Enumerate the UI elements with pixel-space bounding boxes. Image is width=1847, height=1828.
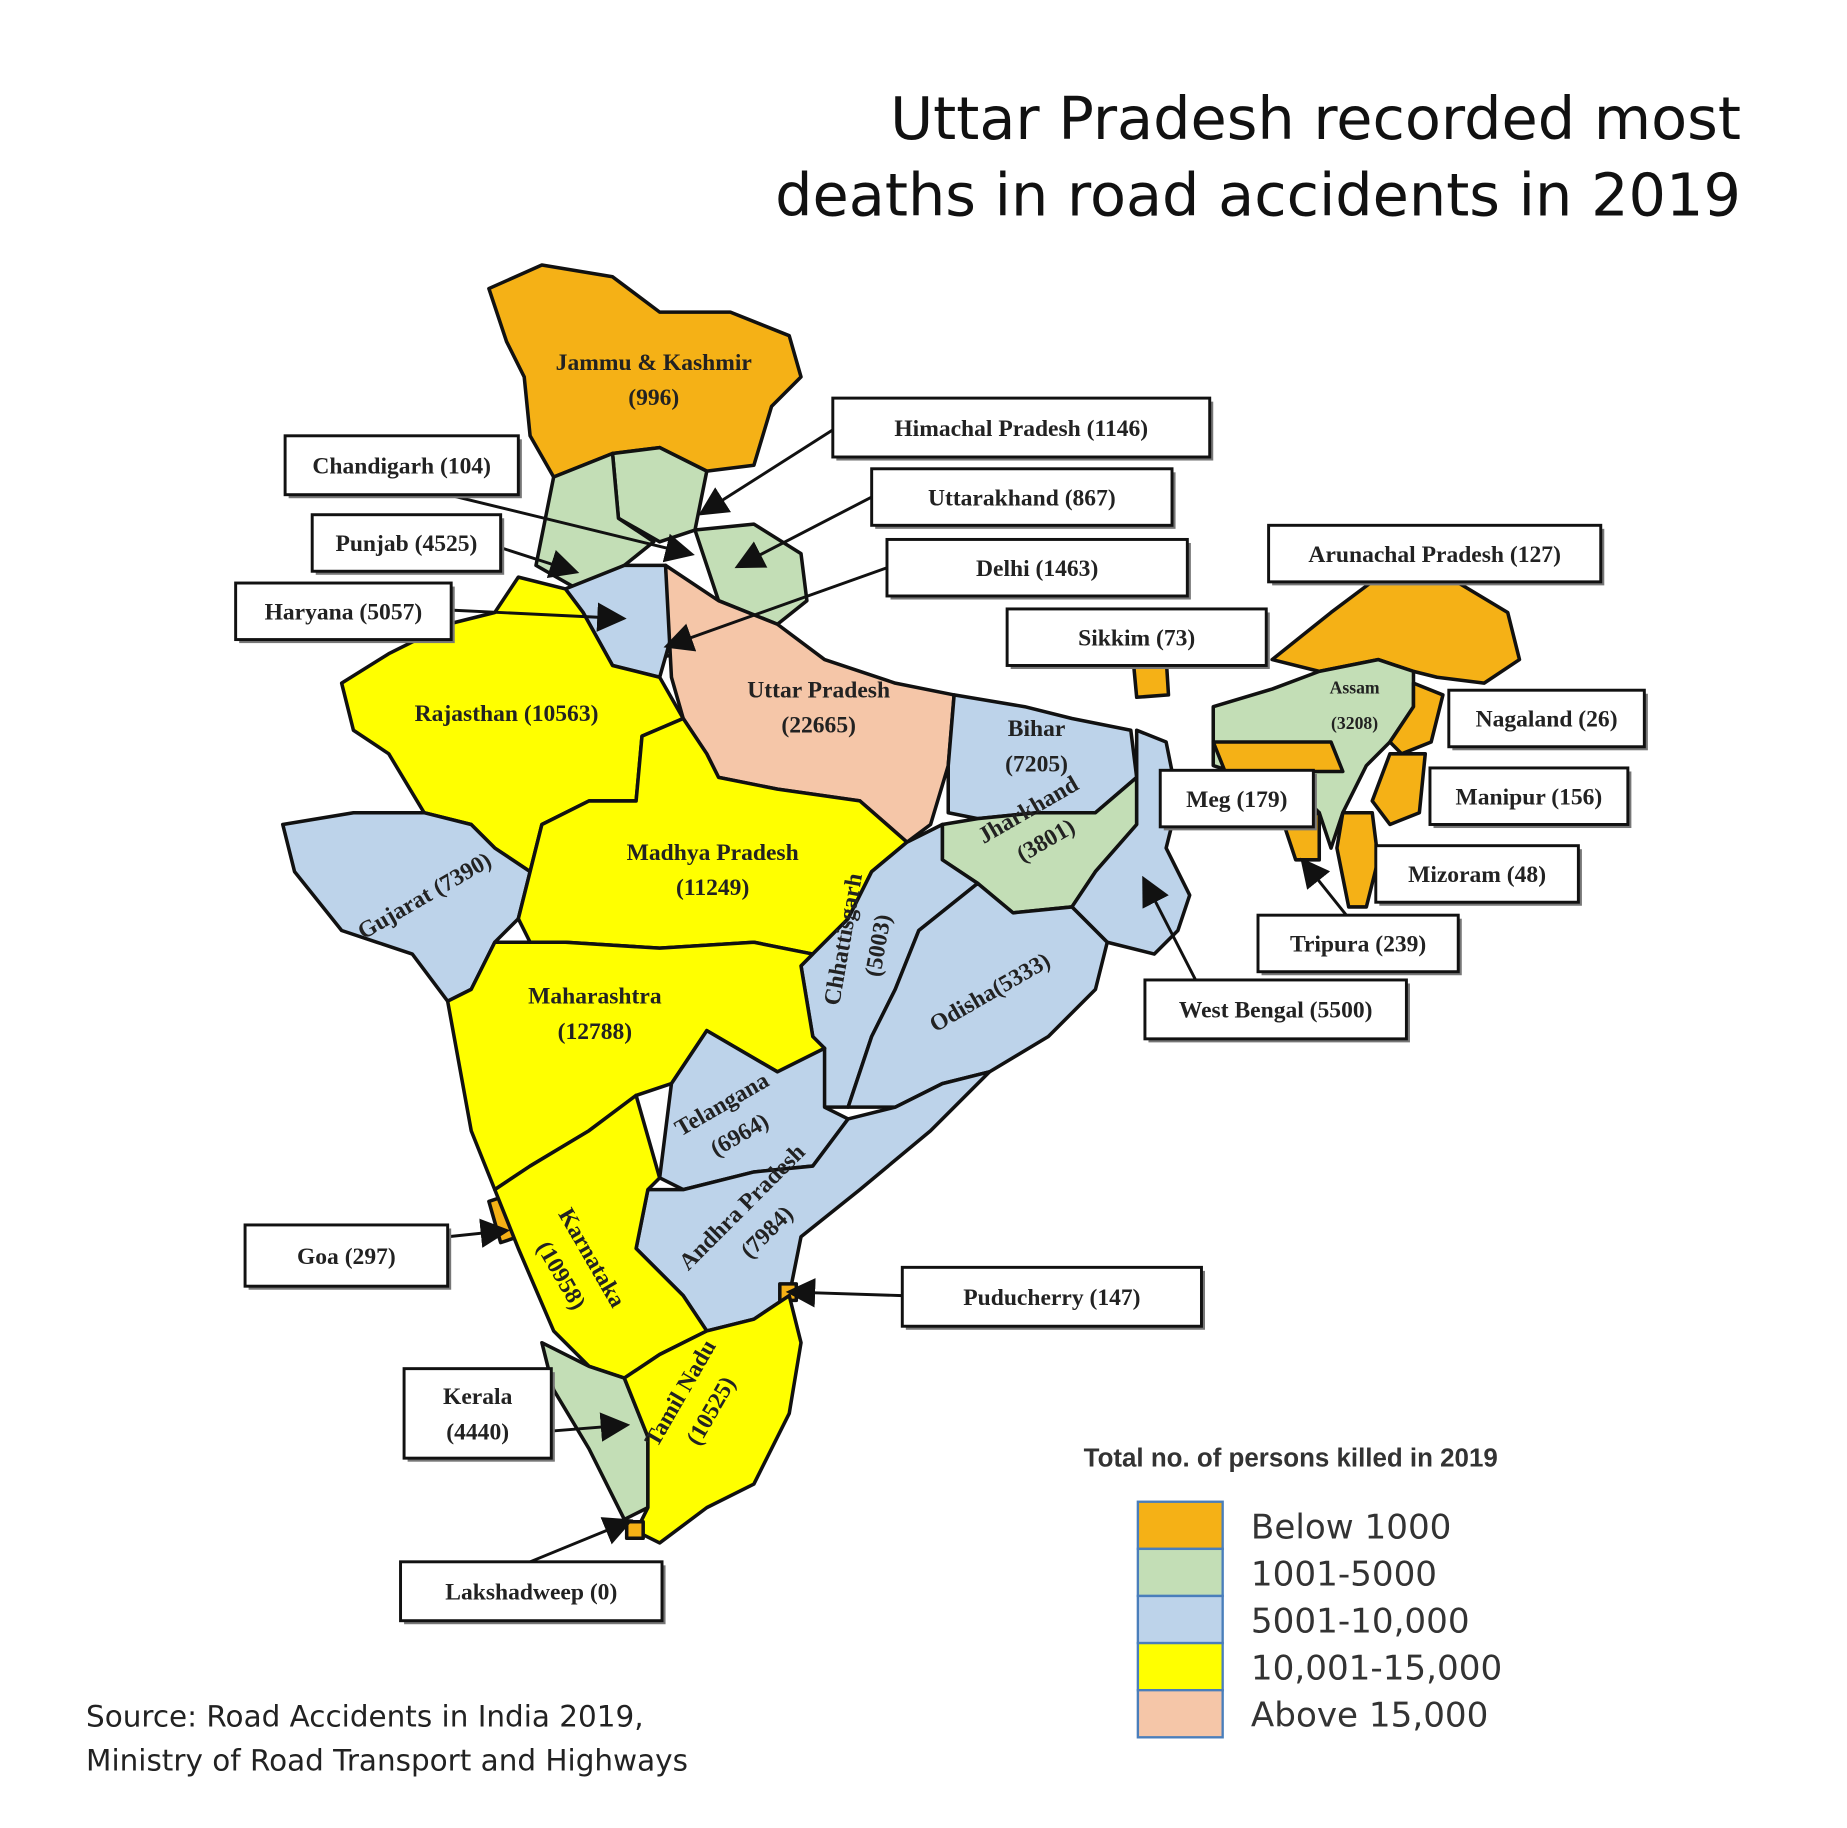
region-label-text: Jammu & Kashmir — [556, 350, 752, 376]
label-box — [1005, 607, 1268, 667]
label-box — [234, 581, 453, 642]
region-shape — [487, 263, 803, 479]
region-label-text: Puducherry (147) — [963, 1285, 1140, 1311]
region-label-text: Meg (179) — [1186, 787, 1287, 813]
label-box — [1158, 768, 1315, 829]
arrow — [1300, 857, 1348, 917]
region-label: Rajasthan (10563) — [415, 701, 599, 727]
title: deaths in road accidents in 2019 — [775, 161, 1741, 230]
region-label-text: Rajasthan (10563) — [415, 701, 599, 727]
region-label-text: Tripura (239) — [1290, 932, 1426, 958]
region-label-text: Madhya Pradesh — [627, 840, 799, 866]
region-label-text: Goa (297) — [297, 1244, 396, 1270]
label-box — [1143, 978, 1408, 1041]
region-label-text: Manipur (156) — [1456, 784, 1603, 810]
region-label-text: Lakshadweep (0) — [445, 1580, 617, 1606]
region-label-text: Delhi (1463) — [976, 556, 1098, 582]
region-label-text: West Bengal (5500) — [1179, 998, 1373, 1024]
legend-swatch — [1136, 1594, 1224, 1645]
legend-swatch — [1136, 1689, 1224, 1739]
label-box — [402, 1367, 553, 1460]
legend-label: 1001-5000 — [1251, 1554, 1437, 1594]
region-label-text: (11249) — [676, 875, 749, 901]
title: Uttar Pradesh recorded most — [890, 84, 1741, 153]
region-label-text: Punjab (4525) — [335, 531, 477, 557]
region-label: Bihar (7205) — [1005, 716, 1068, 777]
region-label: Madhya Pradesh (11249) — [627, 840, 799, 901]
region-label-text: (996) — [628, 385, 679, 411]
legend-label: Above 15,000 — [1251, 1696, 1488, 1736]
region-label-text: Mizoram (48) — [1408, 862, 1546, 888]
arrow — [734, 495, 873, 569]
region-shape — [1370, 752, 1428, 827]
region-label-text: Assam — [1330, 678, 1380, 698]
region-shape — [1211, 740, 1345, 774]
arrow — [500, 546, 580, 579]
label-box — [1428, 766, 1630, 826]
region-shape — [624, 1519, 645, 1541]
legend-label: 10,001-15,000 — [1251, 1649, 1502, 1689]
region-label-text: Uttarakhand (867) — [928, 485, 1116, 511]
region-label-text: (3208) — [1331, 713, 1378, 733]
map-shapes — [280, 263, 1522, 1545]
arrow — [1142, 875, 1197, 981]
region-label-text: Uttar Pradesh — [747, 677, 890, 703]
label-box — [243, 1223, 450, 1288]
region-label-text: Nagaland (26) — [1476, 707, 1618, 733]
region-label-text: Arunachal Pradesh (127) — [1308, 542, 1560, 568]
legend-swatch — [1136, 1641, 1224, 1692]
label-box — [900, 1265, 1203, 1328]
label-box — [885, 537, 1189, 598]
region-label: Maharashtra (12788) — [528, 984, 662, 1045]
label-box — [310, 513, 503, 573]
label-box — [283, 434, 520, 497]
label-box — [1256, 913, 1460, 974]
region-shape — [493, 1093, 709, 1380]
arrow — [785, 1278, 903, 1308]
arrow — [551, 1412, 631, 1442]
legend-label: Below 1000 — [1251, 1507, 1451, 1547]
arrow — [529, 1517, 634, 1564]
region-label: Uttar Pradesh (22665) — [747, 677, 890, 738]
region-shape — [1335, 810, 1380, 909]
label-box — [1267, 523, 1603, 584]
region-label-text: Himachal Pradesh (1146) — [894, 416, 1148, 442]
region-label-text: Maharashtra — [528, 984, 662, 1010]
arrow — [451, 602, 627, 632]
region-label-text: Bihar — [1008, 716, 1066, 742]
region-label-text: Chandigarh (104) — [312, 453, 491, 479]
label-box — [870, 467, 1174, 527]
region-label-text: (4440) — [446, 1419, 509, 1445]
map-labels: Jammu & Kashmir (996) Himachal Pradesh (11… — [234, 350, 1648, 1625]
region-label: Jammu & Kashmir (996) — [556, 350, 752, 411]
source: Ministry of Road Transport and Highways — [86, 1743, 688, 1777]
region-label-text: (12788) — [558, 1019, 633, 1045]
region-shape — [846, 881, 1110, 1109]
arrow — [447, 493, 695, 563]
arrow — [447, 1218, 511, 1248]
region-shape — [622, 1293, 803, 1545]
source: Source: Road Accidents in India 2019, — [86, 1700, 644, 1734]
region-label-text: Kerala — [443, 1384, 513, 1410]
legend-swatch — [1136, 1547, 1224, 1598]
region-label-text: Haryana (5057) — [265, 600, 423, 626]
region-label-text: (7205) — [1005, 751, 1068, 777]
legend-swatch — [1136, 1500, 1224, 1551]
region-label-text: (22665) — [781, 713, 856, 739]
label-box — [1447, 688, 1646, 749]
label-box — [831, 396, 1212, 459]
label-box — [399, 1560, 664, 1623]
label-box — [1374, 844, 1580, 904]
region-label: Assam (3208) — [1330, 678, 1380, 733]
region-label-text: Sikkim (73) — [1078, 625, 1195, 651]
legend-title: Total no. of persons killed in 2019 — [1084, 1444, 1498, 1472]
arrow — [663, 566, 888, 652]
legend: Below 1000 1001-5000 5001-10,000 10,001-15,… — [1136, 1500, 1502, 1739]
arrow — [698, 428, 834, 516]
legend-label: 5001-10,000 — [1251, 1601, 1470, 1641]
